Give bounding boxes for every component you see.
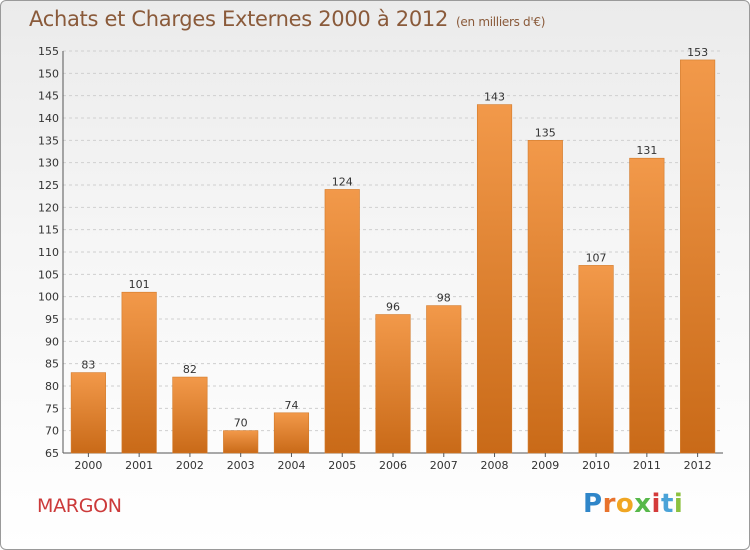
y-tick-label: 75 [45, 402, 59, 415]
x-tick-label: 2003 [227, 459, 255, 472]
brand-letter: i [651, 489, 661, 519]
y-tick-label: 150 [38, 67, 59, 80]
bar-value-label: 82 [183, 363, 197, 376]
proxiti-logo: Proxiti [583, 489, 683, 519]
x-tick-label: 2004 [277, 459, 305, 472]
y-tick-label: 90 [45, 335, 59, 348]
bar-value-label: 143 [484, 91, 505, 104]
bar [629, 157, 665, 454]
brand-letter: i [673, 489, 684, 519]
bar [426, 305, 462, 454]
bar-value-label: 101 [129, 278, 150, 291]
y-tick-label: 120 [38, 201, 59, 214]
y-tick-label: 115 [38, 224, 59, 237]
x-tick-label: 2010 [582, 459, 610, 472]
y-tick-label: 80 [45, 380, 59, 393]
bar-value-label: 135 [535, 126, 556, 139]
bar-value-label: 98 [437, 292, 451, 305]
x-tick-label: 2012 [684, 459, 712, 472]
chart-title: Achats et Charges Externes 2000 à 2012 (e… [29, 7, 545, 31]
y-tick-label: 130 [38, 157, 59, 170]
y-tick-label: 110 [38, 246, 59, 259]
brand-letter: r [602, 489, 616, 519]
x-tick-label: 2008 [481, 459, 509, 472]
x-tick-label: 2006 [379, 459, 407, 472]
brand-letter: t [660, 489, 674, 519]
bar-value-label: 153 [687, 46, 708, 59]
x-tick-label: 2011 [633, 459, 661, 472]
y-tick-label: 85 [45, 358, 59, 371]
bar [273, 412, 310, 454]
bar-value-label: 107 [586, 251, 607, 264]
x-tick-label: 2005 [328, 459, 356, 472]
x-tick-label: 2001 [125, 459, 153, 472]
y-tick-label: 135 [38, 134, 59, 147]
commune-name: MARGON [37, 495, 122, 517]
bar-value-label: 124 [332, 175, 353, 188]
bar-value-label: 83 [81, 359, 95, 372]
bar-value-label: 70 [234, 417, 248, 430]
bar [223, 430, 259, 454]
x-tick-label: 2000 [74, 459, 102, 472]
bar [70, 372, 106, 454]
x-tick-label: 2007 [430, 459, 458, 472]
bar-value-label: 96 [386, 301, 400, 314]
y-tick-label: 145 [38, 90, 59, 103]
y-tick-label: 100 [38, 291, 59, 304]
bar [375, 314, 411, 454]
brand-letter: o [615, 489, 635, 519]
y-tick-label: 65 [45, 447, 59, 460]
y-tick-label: 70 [45, 425, 59, 438]
y-tick-label: 95 [45, 313, 59, 326]
bar-value-label: 74 [284, 399, 298, 412]
x-tick-label: 2002 [176, 459, 204, 472]
bar [680, 59, 716, 454]
y-tick-label: 125 [38, 179, 59, 192]
y-tick-label: 140 [38, 112, 59, 125]
brand-letter: x [634, 489, 652, 519]
brand-letter: P [583, 489, 603, 519]
bar [578, 265, 614, 454]
bar [121, 291, 157, 454]
bar [476, 104, 513, 454]
chart-subtitle: (en milliers d'€) [456, 15, 546, 29]
bar-value-label: 131 [636, 144, 657, 157]
bar [527, 140, 563, 454]
bar [172, 376, 208, 454]
y-tick-label: 105 [38, 268, 59, 281]
chart-title-text: Achats et Charges Externes 2000 à 2012 [29, 7, 449, 31]
bar [324, 189, 360, 454]
x-tick-label: 2009 [531, 459, 559, 472]
y-tick-label: 155 [38, 45, 59, 58]
